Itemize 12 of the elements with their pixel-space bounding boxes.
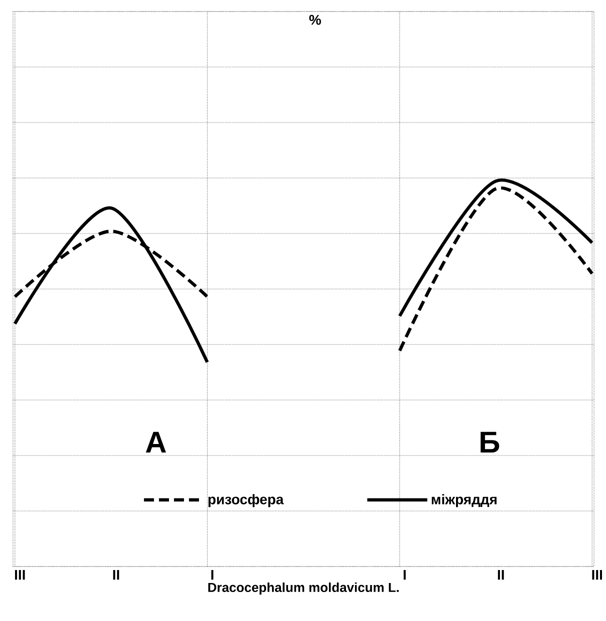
x-tick-label: III	[592, 570, 602, 580]
x-tick-label: I	[404, 570, 406, 580]
legend-label: міжряддя	[432, 494, 496, 508]
annotation: Б	[480, 432, 500, 452]
legend-label: ризосфера	[208, 494, 284, 508]
x-tick-label: III	[14, 570, 25, 580]
x-tick-label: II	[113, 570, 119, 580]
x-tick-label: I	[211, 570, 214, 580]
x-axis-title: Dracocephalum moldavicum L.	[208, 582, 399, 595]
annotation: А	[146, 432, 166, 452]
text: %	[309, 14, 321, 25]
x-tick-label: II	[498, 570, 504, 580]
